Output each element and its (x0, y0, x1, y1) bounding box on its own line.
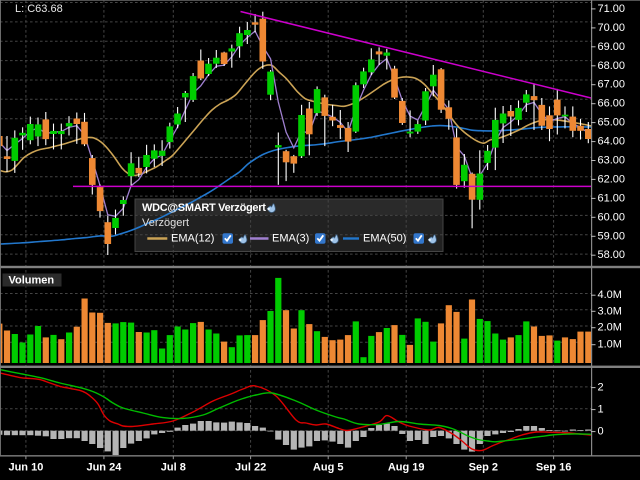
svg-text:Jul 8: Jul 8 (161, 462, 186, 474)
svg-text:3.0M: 3.0M (598, 305, 622, 317)
svg-text:62.00: 62.00 (598, 173, 626, 185)
svg-text:Jul 22: Jul 22 (235, 462, 266, 474)
svg-text:EMA(50): EMA(50) (363, 233, 406, 245)
svg-text:Volumen: Volumen (9, 275, 55, 287)
svg-text:2.0M: 2.0M (598, 322, 622, 334)
svg-text:71.00: 71.00 (598, 3, 626, 15)
svg-text:EMA(3): EMA(3) (272, 233, 309, 245)
svg-text:70.00: 70.00 (598, 22, 626, 34)
svg-text:Verzögert: Verzögert (142, 217, 189, 229)
svg-text:64.00: 64.00 (598, 136, 626, 148)
svg-text:60.00: 60.00 (598, 211, 626, 223)
svg-text:63.00: 63.00 (598, 155, 626, 167)
svg-text:0: 0 (598, 426, 604, 438)
svg-text:WDC@SMART Verzögert: WDC@SMART Verzögert (142, 202, 266, 214)
svg-text:Sep 16: Sep 16 (536, 462, 571, 474)
svg-text:1: 1 (598, 404, 604, 416)
svg-text:67.00: 67.00 (598, 79, 626, 91)
svg-text:Jun 24: Jun 24 (86, 462, 122, 474)
svg-text:58.00: 58.00 (598, 249, 626, 261)
svg-text:EMA(12): EMA(12) (171, 233, 214, 245)
svg-text:Jun 10: Jun 10 (8, 462, 43, 474)
svg-text:65.00: 65.00 (598, 117, 626, 129)
svg-text:69.00: 69.00 (598, 41, 626, 53)
svg-text:Aug 5: Aug 5 (313, 462, 344, 474)
svg-text:1.0M: 1.0M (598, 339, 622, 351)
svg-text:Aug 19: Aug 19 (388, 462, 425, 474)
svg-text:68.00: 68.00 (598, 60, 626, 72)
svg-text:4.0M: 4.0M (598, 289, 622, 301)
svg-text:2: 2 (598, 382, 604, 394)
svg-text:66.00: 66.00 (598, 98, 626, 110)
svg-text:Sep 2: Sep 2 (469, 462, 498, 474)
svg-text:L: C63.68: L: C63.68 (15, 3, 63, 15)
svg-text:59.00: 59.00 (598, 230, 626, 242)
svg-text:61.00: 61.00 (598, 192, 626, 204)
